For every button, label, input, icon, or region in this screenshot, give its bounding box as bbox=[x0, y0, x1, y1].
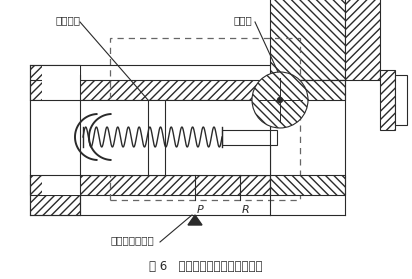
Bar bbox=[395, 75, 407, 125]
Bar bbox=[30, 100, 270, 175]
Polygon shape bbox=[188, 215, 202, 225]
Text: 图 6   三通压力补偿器工作原理图: 图 6 三通压力补偿器工作原理图 bbox=[149, 260, 263, 273]
Text: R: R bbox=[242, 205, 250, 215]
Bar bbox=[30, 65, 80, 215]
Text: P: P bbox=[197, 205, 204, 215]
Bar bbox=[222, 100, 270, 175]
Bar bbox=[270, 175, 345, 195]
Bar bbox=[380, 70, 395, 130]
Circle shape bbox=[278, 97, 283, 102]
Bar bbox=[30, 175, 270, 195]
Circle shape bbox=[252, 72, 308, 128]
Bar bbox=[345, 0, 380, 80]
Bar bbox=[270, 80, 345, 100]
Text: 滑阀阀芯: 滑阀阀芯 bbox=[56, 15, 80, 25]
Bar bbox=[222, 130, 277, 145]
Text: 阻尼器: 阻尼器 bbox=[234, 15, 253, 25]
Bar bbox=[30, 80, 270, 100]
Bar bbox=[110, 38, 300, 200]
Bar bbox=[270, 0, 345, 80]
Text: 三通压力补偿器: 三通压力补偿器 bbox=[110, 235, 154, 245]
Bar bbox=[42, 65, 80, 195]
